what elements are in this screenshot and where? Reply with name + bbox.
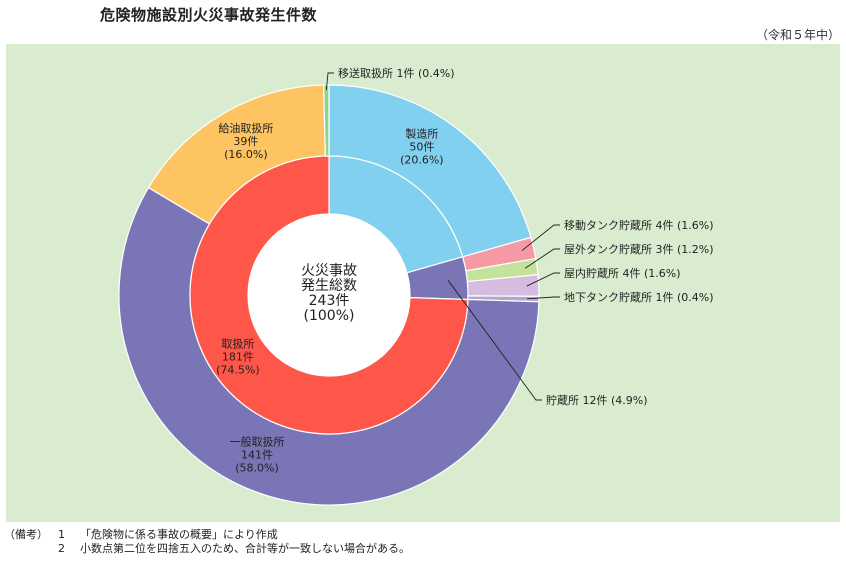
outer-label-8-leader <box>325 72 334 91</box>
center-label: 火災事故発生総数 243件(100%) <box>301 263 357 324</box>
chart-panel: 火災事故発生総数 243件(100%) 製造所 50件(20.6%) 一般取扱所 141件… <box>6 44 840 522</box>
outer-label-6: 一般取扱所 141件(58.0%) <box>229 435 284 475</box>
year-label: （令和５年中） <box>755 28 840 42</box>
donut-chart: 火災事故発生総数 243件(100%) 製造所 50件(20.6%) 一般取扱所 141件… <box>118 66 714 506</box>
outer-label-2: 移動タンク貯蔵所 4件 (1.6%) <box>564 218 714 232</box>
note-2-text: 小数点第二位を四捨五入のため、合計等が一致しない場合がある。 <box>80 542 410 555</box>
center-hole <box>248 214 410 376</box>
outer-label-5: 地下タンク貯蔵所 1件 (0.4%) <box>564 291 714 304</box>
outer-label-4: 屋内貯蔵所 4件 (1.6%) <box>564 266 681 280</box>
inner-label-2-leader <box>447 280 542 401</box>
outer-label-4-leader <box>526 272 560 287</box>
note-1-number: 1 <box>58 528 65 541</box>
chart-title: 危険物施設別火災事故発生件数 <box>100 6 318 24</box>
outer-label-2-leader <box>521 224 560 251</box>
outer-label-1: 製造所 50件(20.6%) <box>400 127 444 167</box>
inner-label-3: 取扱所 181件(74.5%) <box>216 337 260 377</box>
outer-label-7: 給油取扱所 39件(16.0%) <box>218 121 273 161</box>
notes-head: （備考） <box>4 528 48 541</box>
outer-label-8: 移送取扱所 1件 (0.4%) <box>338 66 455 80</box>
outer-label-3-leader <box>524 248 560 269</box>
inner-label-2: 貯蔵所 12件 (4.9%) <box>546 394 648 407</box>
outer-label-3: 屋外タンク貯蔵所 3件 (1.2%) <box>564 243 714 256</box>
note-2-number: 2 <box>58 542 65 555</box>
outer-label-5-leader <box>526 296 560 300</box>
notes: （備考） 1 「危険物に係る事故の概要」により作成 2 小数点第二位を四捨五入の… <box>4 528 410 556</box>
note-1-text: 「危険物に係る事故の概要」により作成 <box>80 528 278 541</box>
